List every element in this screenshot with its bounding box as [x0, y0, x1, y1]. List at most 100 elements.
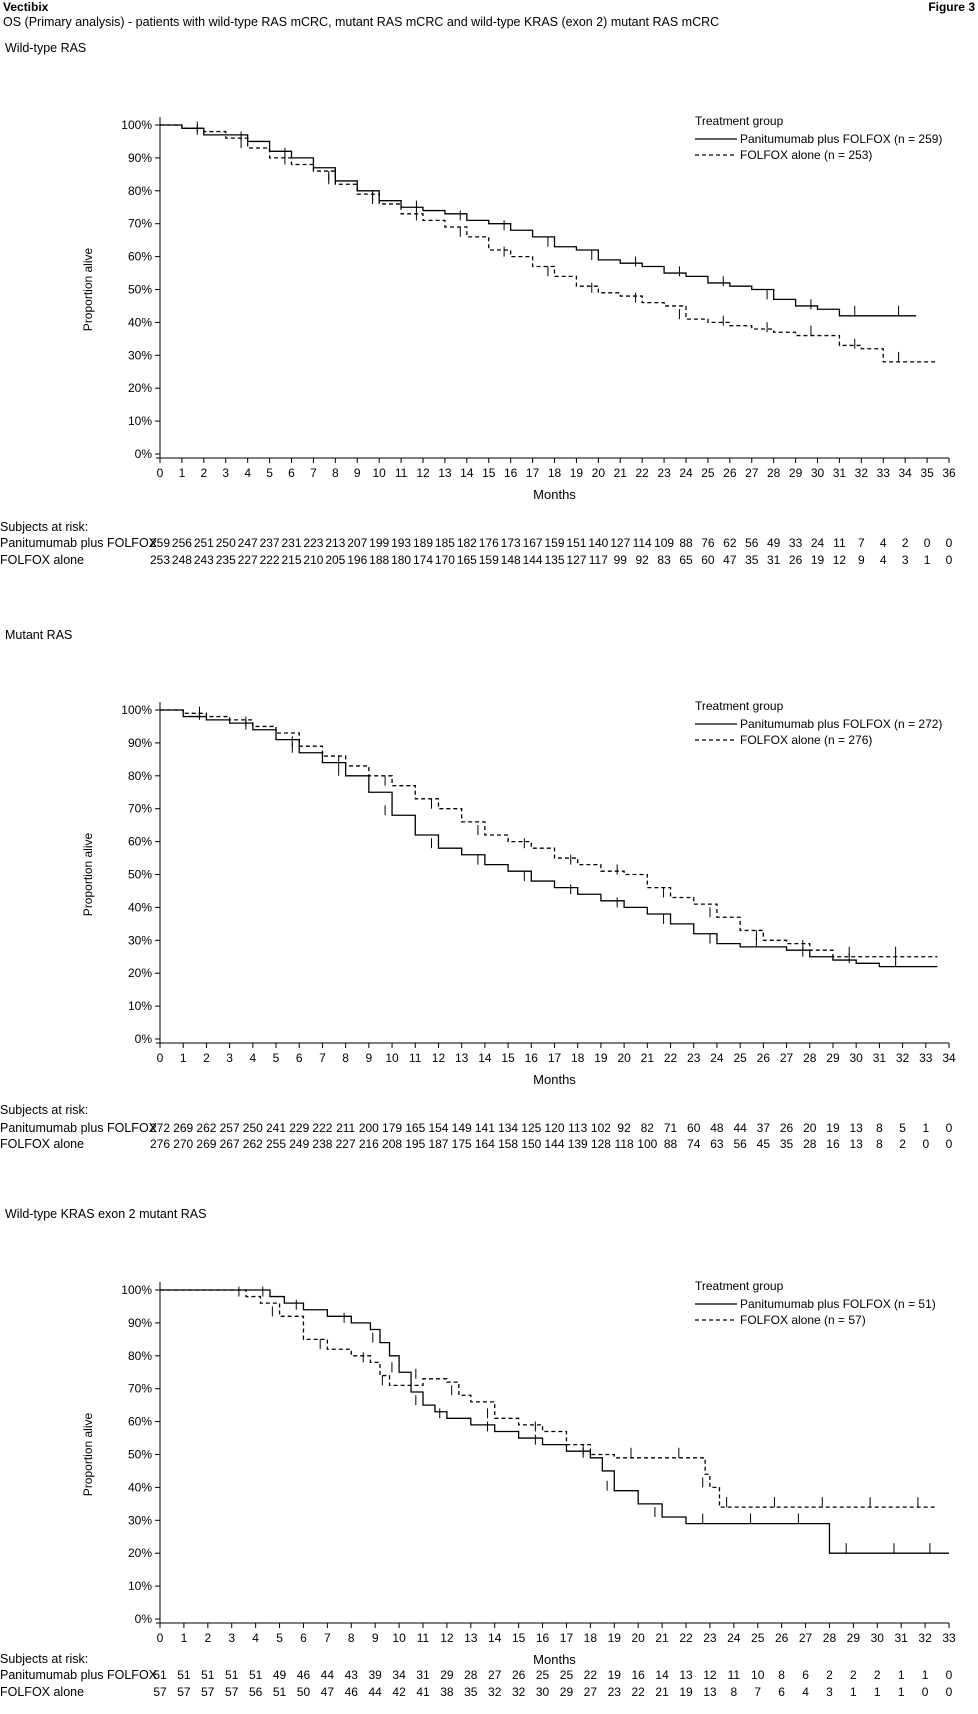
risk-label-folfox: FOLFOX alone [0, 553, 85, 567]
risk-count-panitumumab: 25 [535, 1668, 550, 1682]
y-tick-label: 50% [128, 283, 152, 297]
x-tick-label: 33 [877, 466, 891, 480]
x-tick-label: 18 [548, 466, 562, 480]
risk-count-folfox: 13 [703, 1685, 717, 1699]
x-tick-label: 12 [416, 466, 430, 480]
risk-count-panitumumab: 159 [544, 536, 565, 550]
risk-count-panitumumab: 34 [392, 1668, 406, 1682]
risk-count-panitumumab: 6 [802, 1668, 809, 1682]
risk-count-panitumumab: 102 [590, 1121, 611, 1135]
risk-count-folfox: 6 [778, 1685, 785, 1699]
risk-count-folfox: 63 [710, 1137, 724, 1151]
risk-count-panitumumab: 134 [498, 1121, 519, 1135]
x-tick-label: 35 [920, 466, 934, 480]
risk-count-panitumumab: 1 [922, 1121, 930, 1135]
x-tick-label: 28 [823, 1631, 837, 1645]
y-axis-label: Proportion alive [81, 1412, 95, 1496]
risk-count-panitumumab: 29 [440, 1668, 454, 1682]
x-tick-label: 20 [632, 1631, 646, 1645]
x-tick-label: 6 [300, 1631, 307, 1645]
risk-count-folfox: 4 [802, 1685, 809, 1699]
risk-count-panitumumab: 22 [583, 1668, 598, 1682]
y-tick-label: 100% [121, 118, 152, 132]
y-tick-label: 0% [135, 1032, 153, 1046]
risk-count-folfox: 1 [923, 553, 931, 567]
x-tick-label: 12 [440, 1631, 454, 1645]
risk-count-folfox: 65 [679, 553, 693, 567]
legend-dashed-label: FOLFOX alone (n = 253) [740, 148, 872, 162]
risk-count-folfox: 117 [588, 553, 608, 567]
x-tick-label: 22 [679, 1631, 693, 1645]
x-tick-label: 10 [392, 1631, 406, 1645]
risk-count-panitumumab: 237 [259, 536, 280, 550]
y-tick-label: 50% [128, 1448, 152, 1462]
x-tick-label: 3 [226, 1051, 233, 1065]
x-tick-label: 11 [409, 1051, 422, 1065]
risk-count-folfox: 127 [566, 553, 587, 567]
y-tick-label: 100% [121, 1283, 152, 1297]
x-tick-label: 29 [789, 466, 803, 480]
risk-count-folfox: 1 [873, 1685, 881, 1699]
risk-count-folfox: 42 [392, 1685, 406, 1699]
x-tick-label: 28 [767, 466, 781, 480]
risk-count-panitumumab: 11 [727, 1668, 741, 1682]
x-tick-label: 16 [525, 1051, 539, 1065]
risk-count-panitumumab: 39 [368, 1668, 382, 1682]
risk-count-folfox: 9 [857, 553, 865, 567]
risk-count-folfox: 235 [215, 553, 236, 567]
risk-count-panitumumab: 62 [723, 536, 737, 550]
risk-count-panitumumab: 222 [312, 1121, 333, 1135]
x-tick-label: 32 [855, 466, 869, 480]
y-tick-label: 30% [128, 348, 152, 362]
y-tick-label: 60% [128, 250, 152, 264]
x-tick-label: 23 [687, 1051, 701, 1065]
risk-count-folfox: 270 [173, 1137, 194, 1151]
y-tick-label: 30% [128, 933, 152, 947]
risk-count-panitumumab: 0 [945, 1121, 953, 1135]
risk-count-panitumumab: 7 [857, 536, 865, 550]
risk-count-folfox: 175 [451, 1137, 472, 1151]
risk-count-folfox: 47 [723, 553, 737, 567]
x-tick-label: 16 [536, 1631, 550, 1645]
risk-count-folfox: 50 [296, 1685, 311, 1699]
legend-dashed-label: FOLFOX alone (n = 57) [740, 1313, 866, 1327]
risk-count-folfox: 22 [631, 1685, 645, 1699]
risk-count-panitumumab: 51 [248, 1668, 263, 1682]
risk-count-panitumumab: 37 [756, 1121, 771, 1135]
risk-count-panitumumab: 185 [434, 536, 455, 550]
risk-count-panitumumab: 71 [663, 1121, 678, 1135]
risk-count-panitumumab: 250 [215, 536, 236, 550]
risk-count-folfox: 195 [405, 1137, 426, 1151]
risk-count-panitumumab: 48 [710, 1121, 724, 1135]
risk-count-folfox: 27 [583, 1685, 598, 1699]
risk-count-folfox: 208 [382, 1137, 403, 1151]
x-tick-label: 31 [873, 1051, 887, 1065]
risk-count-panitumumab: 109 [654, 536, 675, 550]
risk-count-panitumumab: 165 [405, 1121, 426, 1135]
legend-title: Treatment group [695, 114, 784, 128]
risk-count-folfox: 35 [745, 553, 759, 567]
risk-count-panitumumab: 28 [464, 1668, 478, 1682]
risk-count-folfox: 29 [559, 1685, 574, 1699]
x-tick-label: 13 [464, 1631, 478, 1645]
risk-count-panitumumab: 2 [850, 1668, 857, 1682]
risk-count-folfox: 165 [456, 553, 477, 567]
legend-title: Treatment group [695, 1279, 784, 1293]
risk-count-folfox: 41 [416, 1685, 430, 1699]
x-tick-label: 27 [799, 1631, 813, 1645]
x-tick-label: 30 [811, 466, 825, 480]
x-tick-label: 5 [266, 466, 273, 480]
x-tick-label: 28 [803, 1051, 817, 1065]
risk-count-folfox: 8 [730, 1685, 738, 1699]
x-tick-label: 10 [372, 466, 386, 480]
x-tick-label: 25 [701, 466, 715, 480]
x-tick-label: 1 [179, 466, 186, 480]
x-tick-label: 12 [432, 1051, 446, 1065]
y-tick-label: 100% [121, 703, 152, 717]
risk-count-panitumumab: 51 [177, 1668, 191, 1682]
risk-count-panitumumab: 51 [201, 1668, 215, 1682]
series-panitumumab-line [160, 124, 917, 317]
risk-count-panitumumab: 88 [679, 536, 693, 550]
risk-count-folfox: 56 [248, 1685, 263, 1699]
brand-label: Vectibix [3, 0, 49, 14]
